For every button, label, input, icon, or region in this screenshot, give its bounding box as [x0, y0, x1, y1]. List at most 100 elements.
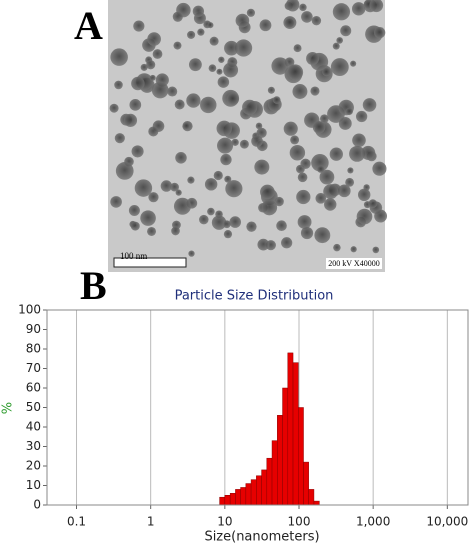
- particle: [140, 63, 148, 71]
- particle: [259, 19, 272, 32]
- particle: [110, 48, 128, 66]
- y-tick-label: 70: [26, 361, 41, 375]
- particle: [297, 172, 308, 183]
- particle: [218, 56, 225, 63]
- info-label: 200 kV X40000: [328, 259, 379, 268]
- plot-frame: [46, 309, 469, 506]
- particle: [148, 126, 159, 137]
- particle: [333, 243, 341, 252]
- particle: [256, 127, 267, 138]
- bar: [282, 387, 289, 506]
- particle: [251, 135, 263, 147]
- info-box: [326, 258, 382, 269]
- particle: [271, 57, 289, 75]
- particle: [174, 99, 185, 110]
- particle: [147, 226, 157, 236]
- particle: [211, 215, 227, 230]
- y-tick-label: 30: [26, 439, 41, 453]
- particle: [310, 86, 320, 96]
- particle: [226, 92, 239, 106]
- particle: [374, 209, 388, 223]
- particle: [217, 137, 234, 154]
- particle: [167, 86, 178, 97]
- scale-bar-label: 100 nm: [120, 251, 147, 261]
- particle: [260, 184, 275, 200]
- particle: [361, 145, 376, 160]
- particle: [147, 32, 161, 46]
- bar: [277, 415, 283, 506]
- particle: [131, 76, 145, 91]
- particle: [188, 58, 202, 72]
- particle: [332, 42, 340, 50]
- bar: [219, 496, 226, 506]
- particle: [319, 169, 335, 185]
- particle: [292, 84, 308, 99]
- particle: [148, 192, 159, 203]
- particle: [225, 180, 243, 198]
- bar: [287, 352, 294, 506]
- particle: [349, 145, 366, 162]
- particle: [134, 179, 153, 197]
- particle: [281, 237, 293, 249]
- particle: [290, 135, 300, 145]
- bar: [256, 475, 262, 506]
- bar: [229, 493, 236, 506]
- particle: [337, 184, 351, 198]
- y-tick-label: 100: [18, 303, 41, 317]
- particle: [323, 184, 339, 200]
- particle: [242, 99, 258, 115]
- particle: [322, 67, 331, 77]
- particle: [312, 121, 326, 134]
- particle: [175, 189, 182, 196]
- particle: [272, 96, 281, 104]
- particle: [355, 110, 368, 123]
- particle: [340, 25, 352, 37]
- particle: [324, 198, 337, 211]
- particle: [351, 2, 366, 16]
- particle: [186, 93, 201, 108]
- x-tick-label: 0.1: [67, 515, 86, 529]
- particle: [297, 215, 312, 229]
- particle: [223, 230, 233, 239]
- bar: [308, 489, 315, 506]
- particle: [336, 37, 343, 44]
- y-tick-label: 90: [26, 322, 41, 336]
- particle: [368, 199, 378, 209]
- particle: [254, 159, 270, 175]
- particle: [246, 8, 256, 17]
- particle: [345, 107, 353, 116]
- particle: [234, 39, 253, 57]
- particle: [129, 98, 142, 111]
- particle: [229, 216, 242, 228]
- particle: [283, 121, 298, 136]
- particle: [372, 246, 380, 254]
- particle: [151, 81, 169, 99]
- particle: [300, 226, 314, 240]
- particle: [149, 74, 156, 81]
- particle: [110, 196, 122, 208]
- particle: [175, 152, 187, 164]
- particle: [216, 120, 232, 137]
- particle: [357, 188, 371, 202]
- y-tick-label: 0: [33, 498, 41, 512]
- particle: [300, 158, 311, 169]
- particle: [160, 180, 173, 192]
- particle: [224, 40, 239, 56]
- particle: [296, 189, 311, 205]
- x-tick-label: 1,000: [356, 515, 390, 529]
- particle: [338, 117, 352, 130]
- y-axis-label: %: [1, 402, 16, 414]
- particle: [173, 197, 191, 215]
- x-tick-label: 1: [147, 515, 155, 529]
- y-tick-label: 20: [26, 459, 41, 473]
- particle: [319, 114, 329, 124]
- particle: [192, 5, 205, 17]
- x-axis-label: Size(nanometers): [204, 530, 319, 545]
- particle: [152, 49, 163, 59]
- particle: [350, 60, 357, 67]
- particle: [314, 227, 331, 244]
- particle: [315, 193, 327, 204]
- bar: [261, 469, 268, 506]
- particle: [372, 161, 387, 176]
- particle: [311, 154, 329, 172]
